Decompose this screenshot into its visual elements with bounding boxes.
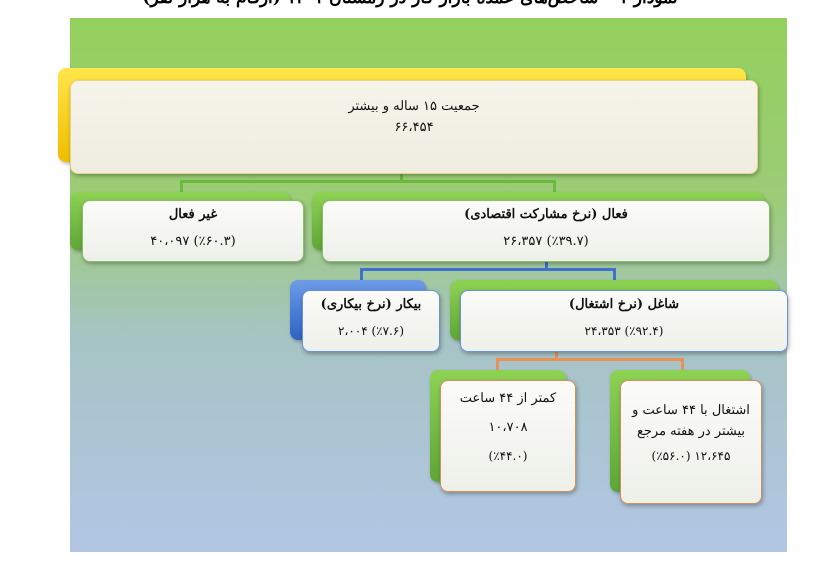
connector-orange — [555, 350, 558, 360]
under44-percent: (٪۴۴.۰) — [488, 449, 528, 463]
inactive-value: (٪۶۰.۳) ۴۰،۰۹۷ — [150, 234, 236, 249]
connector-blue — [360, 268, 363, 282]
connector-green — [400, 172, 403, 182]
connector-orange — [496, 358, 499, 372]
employed-node: شاغل (نرخ اشتغال) (٪۹۲.۴) ۲۴،۳۵۳ — [460, 290, 788, 352]
connector-blue — [613, 268, 616, 282]
connector-orange — [681, 358, 684, 372]
under44-label: کمتر از ۴۴ ساعت — [459, 391, 557, 406]
under44-node: کمتر از ۴۴ ساعت ۱۰،۷۰۸ (٪۴۴.۰) — [440, 380, 576, 492]
unemployed-node: بیکار (نرخ بیکاری) (٪۷.۶) ۲،۰۰۴ — [302, 290, 440, 352]
connector-orange — [496, 358, 684, 361]
unemployed-label: بیکار (نرخ بیکاری) — [320, 297, 422, 312]
chart-title: نمودار ۱ – شاخص‌های عمده بازار کار در زم… — [60, 0, 760, 8]
population-value: ۶۶،۴۵۴ — [394, 120, 434, 135]
under44-value: ۱۰،۷۰۸ — [488, 420, 528, 435]
connector-green — [180, 180, 183, 194]
connector-blue — [545, 260, 548, 270]
over44-value: ۱۲،۶۴۵ (٪۵۶.۰) — [651, 449, 731, 463]
inactive-node: غیر فعال (٪۶۰.۳) ۴۰،۰۹۷ — [82, 200, 304, 262]
inactive-label: غیر فعال — [168, 207, 218, 222]
population-label: جمعیت ۱۵ ساله و بیشتر — [348, 99, 480, 114]
unemployed-value: (٪۷.۶) ۲،۰۰۴ — [338, 324, 404, 338]
over44-label-line2: بیشتر در هفته مرجع — [636, 424, 746, 439]
over44-label-line1: اشتغال با ۴۴ ساعت و — [632, 403, 750, 418]
employed-label: شاغل (نرخ اشتغال) — [568, 297, 680, 312]
connector-green — [180, 180, 556, 183]
connector-green — [553, 180, 556, 194]
employed-value: (٪۹۲.۴) ۲۴،۳۵۳ — [584, 324, 664, 338]
connector-blue — [360, 268, 616, 271]
population-node: جمعیت ۱۵ ساله و بیشتر ۶۶،۴۵۴ — [70, 80, 758, 174]
active-node: فعال (نرخ مشارکت اقتصادی) (٪۳۹.۷) ۲۶،۳۵۷ — [322, 200, 770, 262]
over44-node: اشتغال با ۴۴ ساعت و بیشتر در هفته مرجع ۱… — [620, 380, 762, 504]
active-label: فعال (نرخ مشارکت اقتصادی) — [464, 207, 628, 222]
active-value: (٪۳۹.۷) ۲۶،۳۵۷ — [503, 234, 589, 249]
